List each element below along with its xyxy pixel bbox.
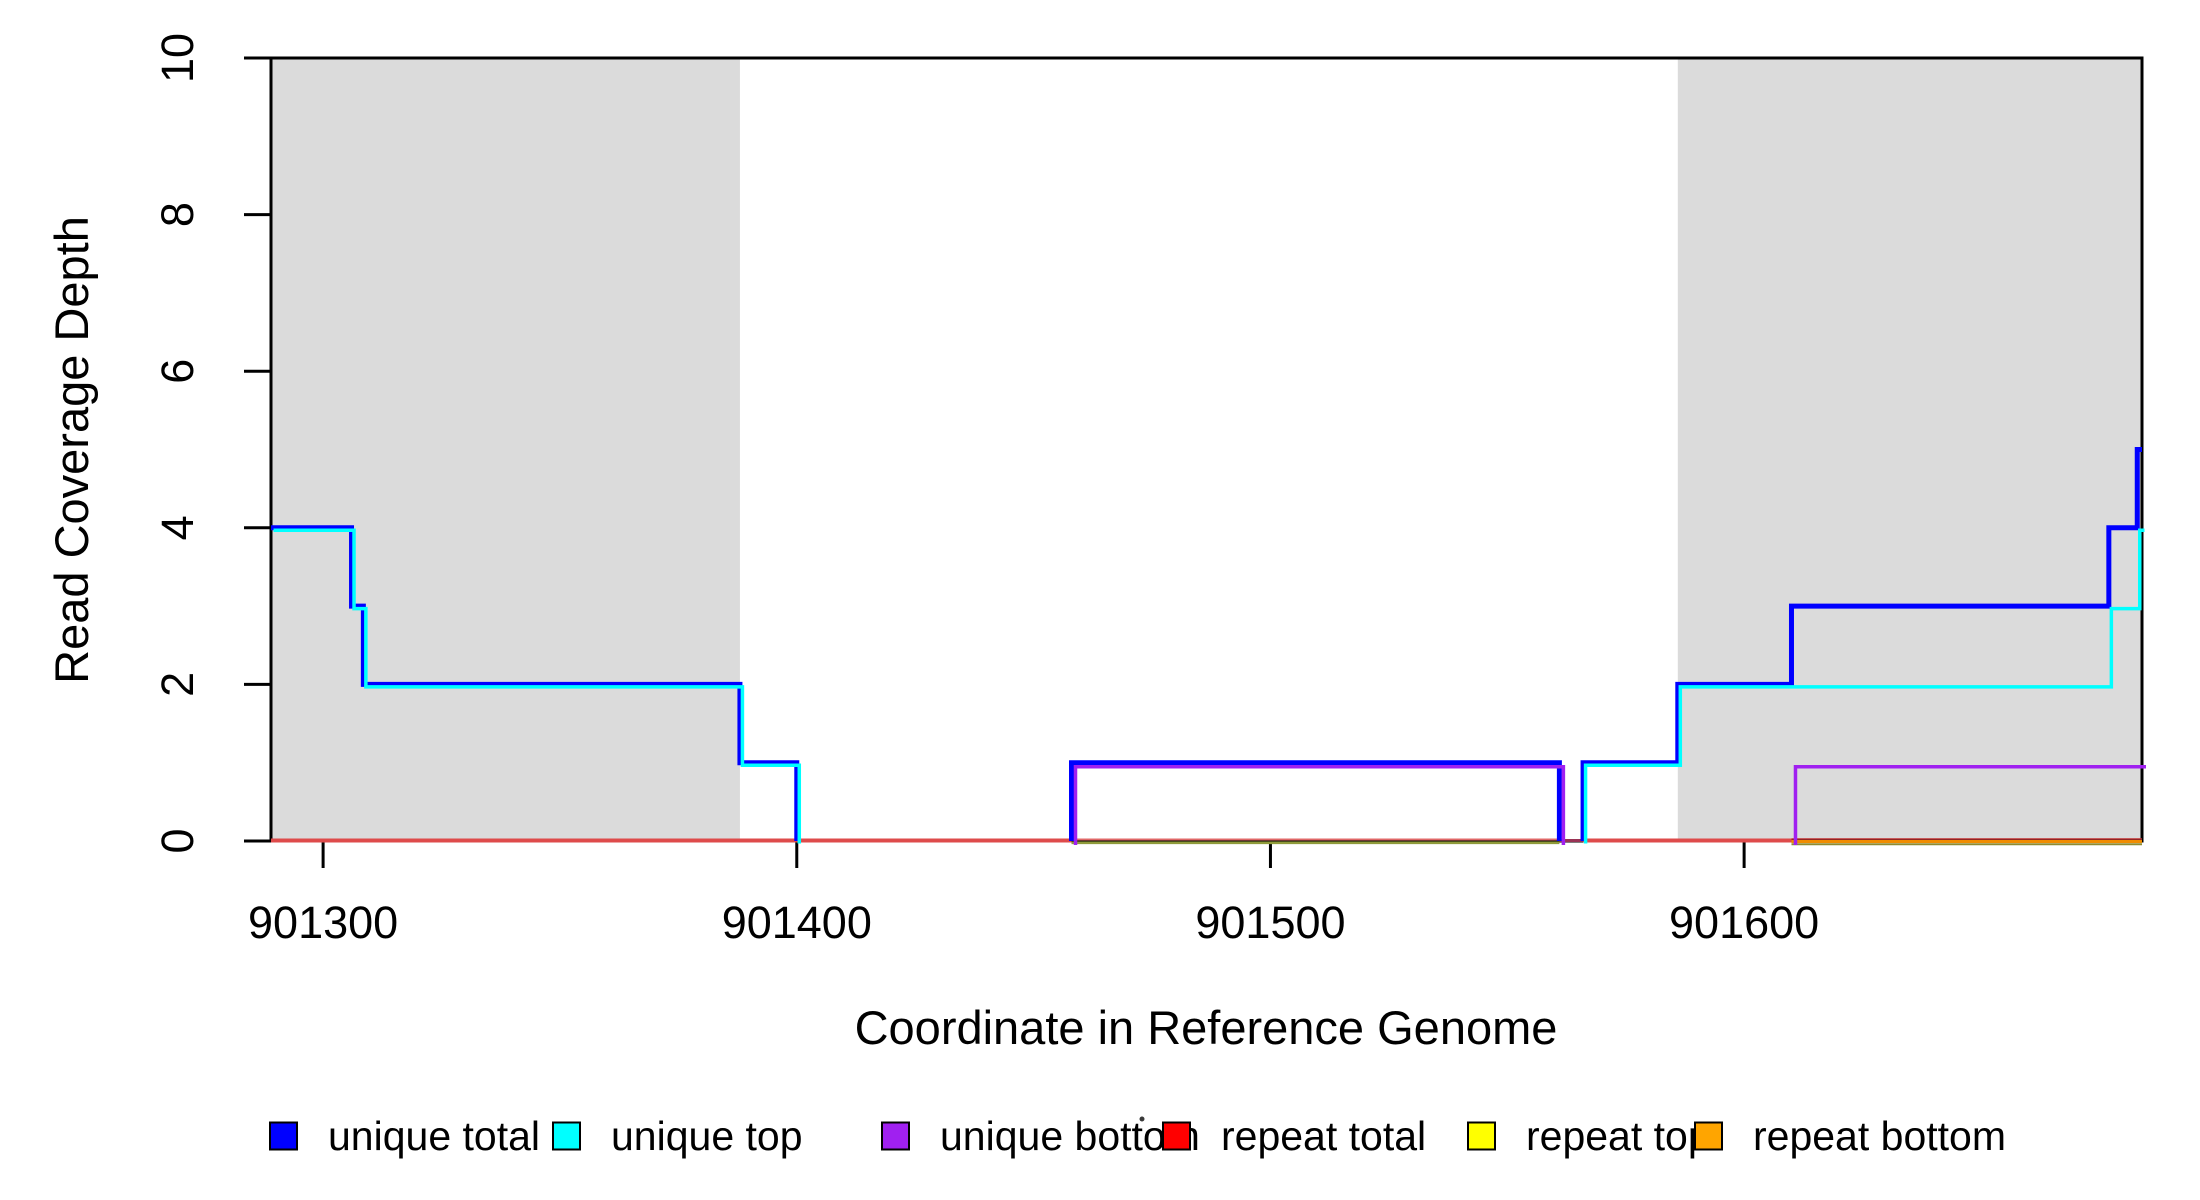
x-tick-label: 901500 xyxy=(1195,897,1345,948)
legend: unique total unique top unique bottom repea… xyxy=(269,1113,2006,1159)
y-tick-label: 8 xyxy=(152,202,203,227)
legend-item-repeat-top: repeat top xyxy=(1467,1113,1711,1159)
legend-swatch xyxy=(552,1121,581,1151)
legend-swatch xyxy=(269,1121,298,1151)
legend-swatch xyxy=(1694,1121,1723,1151)
repeat-region-highlights xyxy=(271,58,2142,841)
y-axis-title: Read Coverage Depth xyxy=(45,216,98,684)
y-tick-label: 2 xyxy=(152,672,203,697)
series-line-unique-total xyxy=(271,525,800,841)
series-line-unique-total xyxy=(1580,447,2142,841)
stray-marks xyxy=(1139,1116,1145,1122)
legend-item-repeat-bottom: repeat bottom xyxy=(1694,1113,2006,1159)
series-line-unique-top xyxy=(1583,528,2145,844)
legend-swatch xyxy=(1162,1121,1191,1151)
legend-swatch xyxy=(1467,1121,1496,1151)
legend-label: unique top xyxy=(611,1113,803,1159)
x-tick-label: 901300 xyxy=(248,897,398,948)
y-tick-label: 6 xyxy=(152,359,203,384)
series-line-unique-total xyxy=(1069,760,1562,841)
x-tick-label: 901600 xyxy=(1669,897,1819,948)
legend-item-unique-top: unique top xyxy=(552,1113,803,1159)
legend-item-unique-total: unique total xyxy=(269,1113,540,1159)
y-tick-label: 4 xyxy=(152,515,203,540)
series-line-unique-bottom xyxy=(1073,764,1566,845)
y-tick-label: 10 xyxy=(152,33,203,83)
legend-item-unique-bottom: unique bottom xyxy=(881,1113,1200,1159)
x-axis-title: Coordinate in Reference Genome xyxy=(855,1001,1558,1054)
series-line-unique-top xyxy=(273,528,802,844)
legend-label: unique bottom xyxy=(940,1113,1200,1159)
baseline-repeat-lines xyxy=(271,838,2142,846)
legend-item-repeat-total: repeat total xyxy=(1162,1113,1426,1159)
stray-dot xyxy=(1139,1116,1145,1122)
axis-text: Coordinate in Reference Genome Read Cove… xyxy=(45,33,1819,1054)
coverage-step-lines xyxy=(271,447,2146,845)
legend-label: repeat top xyxy=(1526,1113,1711,1159)
legend-swatch xyxy=(881,1121,910,1151)
repeat-region-1 xyxy=(271,58,740,841)
legend-label: unique total xyxy=(328,1113,540,1159)
repeat-region-2 xyxy=(1677,58,2142,841)
legend-label: repeat total xyxy=(1221,1113,1426,1159)
y-tick-label: 0 xyxy=(152,828,203,853)
series-line-unique-bottom xyxy=(1793,764,2146,845)
x-tick-label: 901400 xyxy=(722,897,872,948)
legend-label: repeat bottom xyxy=(1753,1113,2006,1159)
